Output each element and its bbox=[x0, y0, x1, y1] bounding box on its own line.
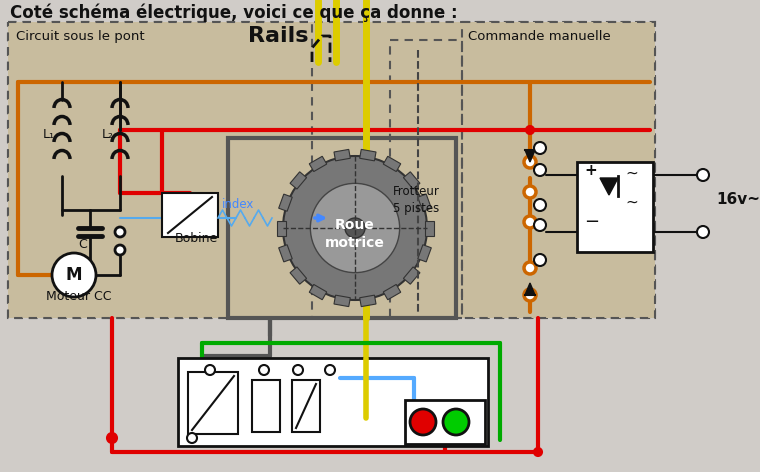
Bar bbox=[404, 172, 420, 189]
Circle shape bbox=[526, 126, 534, 134]
Text: Rails: Rails bbox=[248, 26, 309, 46]
Text: Moteur CC: Moteur CC bbox=[46, 290, 112, 303]
Bar bbox=[178, 358, 488, 446]
Bar bbox=[8, 22, 312, 318]
Circle shape bbox=[410, 409, 436, 435]
Text: −: − bbox=[584, 213, 599, 231]
Text: 16v~: 16v~ bbox=[716, 193, 760, 208]
Bar bbox=[290, 172, 306, 189]
Text: Circuit sous le pont: Circuit sous le pont bbox=[16, 30, 144, 43]
Text: ~: ~ bbox=[625, 166, 638, 181]
Bar bbox=[383, 156, 401, 171]
Circle shape bbox=[524, 262, 536, 274]
Circle shape bbox=[115, 245, 125, 255]
Bar bbox=[309, 285, 327, 300]
Circle shape bbox=[443, 409, 469, 435]
Circle shape bbox=[534, 219, 546, 231]
Bar bbox=[462, 22, 655, 318]
Circle shape bbox=[524, 186, 536, 198]
Text: ~: ~ bbox=[625, 195, 638, 210]
Bar bbox=[8, 22, 655, 318]
Circle shape bbox=[259, 365, 269, 375]
Bar bbox=[188, 372, 238, 434]
Bar bbox=[577, 162, 653, 252]
Circle shape bbox=[283, 156, 427, 300]
Circle shape bbox=[534, 164, 546, 176]
Circle shape bbox=[115, 227, 125, 237]
Circle shape bbox=[534, 142, 546, 154]
Circle shape bbox=[345, 218, 365, 238]
Bar bbox=[309, 156, 327, 171]
Text: L₂: L₂ bbox=[102, 128, 114, 141]
Circle shape bbox=[107, 433, 117, 443]
Polygon shape bbox=[525, 150, 535, 162]
Bar bbox=[334, 150, 350, 161]
Circle shape bbox=[534, 448, 542, 456]
Text: Commande manuelle: Commande manuelle bbox=[468, 30, 611, 43]
Circle shape bbox=[293, 365, 303, 375]
Text: index: index bbox=[222, 198, 255, 211]
Text: Frotteur
5 pistes: Frotteur 5 pistes bbox=[393, 185, 440, 215]
Polygon shape bbox=[600, 178, 618, 195]
Bar bbox=[404, 267, 420, 284]
Circle shape bbox=[187, 433, 197, 443]
Circle shape bbox=[52, 253, 96, 297]
Bar bbox=[359, 295, 376, 307]
Text: M: M bbox=[66, 266, 82, 284]
Bar bbox=[279, 244, 293, 262]
Circle shape bbox=[325, 365, 335, 375]
Bar bbox=[405, 400, 485, 444]
Bar bbox=[383, 285, 401, 300]
Bar bbox=[290, 267, 306, 284]
Text: C: C bbox=[78, 238, 87, 251]
Circle shape bbox=[697, 169, 709, 181]
Circle shape bbox=[524, 156, 536, 168]
Bar bbox=[334, 295, 350, 307]
Circle shape bbox=[534, 199, 546, 211]
Bar bbox=[252, 380, 280, 432]
Circle shape bbox=[534, 254, 546, 266]
Circle shape bbox=[310, 183, 400, 273]
Circle shape bbox=[697, 226, 709, 238]
Circle shape bbox=[524, 216, 536, 228]
Text: Bobine: Bobine bbox=[175, 232, 218, 245]
Text: +: + bbox=[584, 163, 597, 178]
Circle shape bbox=[205, 365, 215, 375]
Polygon shape bbox=[525, 283, 535, 295]
Circle shape bbox=[524, 289, 536, 301]
Bar bbox=[277, 220, 286, 236]
Text: L₁: L₁ bbox=[43, 128, 55, 141]
Bar bbox=[279, 194, 293, 211]
Bar bbox=[162, 193, 218, 237]
Bar bbox=[359, 150, 376, 161]
Bar bbox=[418, 244, 432, 262]
Bar bbox=[425, 220, 433, 236]
Bar bbox=[292, 380, 320, 432]
Text: Roue
motrice: Roue motrice bbox=[325, 218, 385, 250]
Bar bbox=[390, 40, 462, 318]
Bar bbox=[418, 194, 432, 211]
Bar bbox=[228, 138, 456, 318]
Text: Coté schéma électrique, voici ce que ça donne :: Coté schéma électrique, voici ce que ça … bbox=[10, 4, 458, 22]
